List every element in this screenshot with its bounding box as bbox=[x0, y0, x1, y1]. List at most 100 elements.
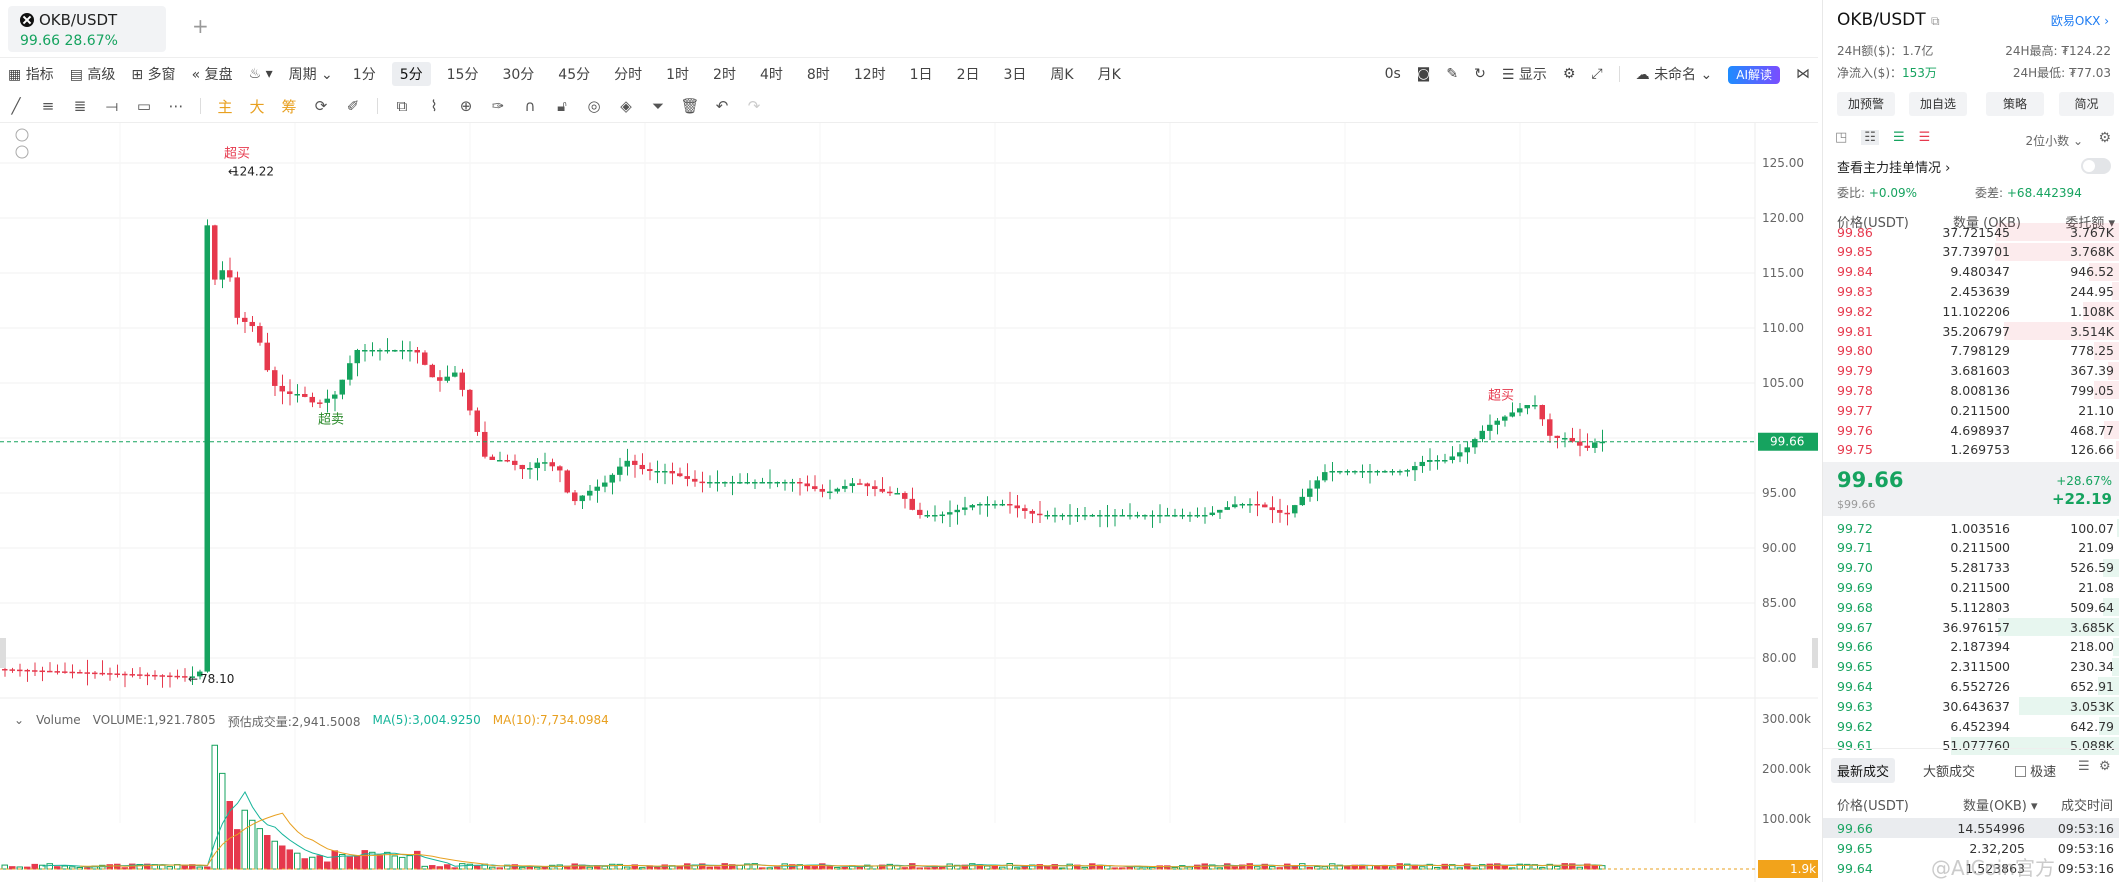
copy-icon[interactable]: ⧉ bbox=[396, 97, 408, 115]
highlighter-icon[interactable]: ✑ bbox=[491, 97, 505, 115]
ask-row[interactable]: 99.78 8.008136 799.05 bbox=[1823, 380, 2119, 400]
volume-collapse-icon[interactable]: ⌄ bbox=[14, 713, 25, 727]
ask-row[interactable]: 99.82 11.102206 1.108K bbox=[1823, 301, 2119, 321]
magnet-icon[interactable]: ∩ bbox=[524, 97, 536, 115]
main-toggle[interactable]: 主 bbox=[217, 97, 233, 116]
interval-10[interactable]: 12时 bbox=[853, 67, 886, 83]
channel-tool-icon[interactable]: ≣ bbox=[73, 97, 87, 115]
list-icon[interactable]: ☰ bbox=[2078, 759, 2090, 774]
trade-settings-icon[interactable]: ⚙ bbox=[2099, 759, 2111, 774]
interval-8[interactable]: 4时 bbox=[759, 67, 783, 83]
copy-icon[interactable]: ⧉ bbox=[1931, 14, 1940, 28]
filter-icon[interactable]: ⏷ bbox=[651, 97, 664, 115]
interval-4[interactable]: 45分 bbox=[558, 67, 591, 83]
bid-row[interactable]: 99.68 5.112803 509.64 bbox=[1823, 597, 2119, 617]
ray-tool-icon[interactable]: ⟞ bbox=[105, 97, 119, 115]
bid-row[interactable]: 99.72 1.003516 100.07 bbox=[1823, 518, 2119, 538]
ask-row[interactable]: 99.81 35.206797 3.514K bbox=[1823, 321, 2119, 341]
tab-latest-trades[interactable]: 最新成交 bbox=[1831, 758, 1896, 783]
view-asks-icon[interactable]: ☰ bbox=[1918, 130, 1931, 145]
fullscreen-icon[interactable]: ⤢ bbox=[1591, 66, 1603, 82]
brush-icon[interactable]: ✐ bbox=[346, 97, 360, 115]
ask-row[interactable]: 99.76 4.698937 468.77 bbox=[1823, 420, 2119, 440]
interval-14[interactable]: 周K bbox=[1050, 67, 1074, 83]
summary-button[interactable]: 简况 bbox=[2059, 92, 2114, 116]
layout-dropdown[interactable]: ☁ 未命名 ⌄ bbox=[1635, 67, 1713, 83]
line-tool-icon[interactable]: ╱ bbox=[11, 97, 21, 115]
bid-row[interactable]: 99.64 6.552726 652.91 bbox=[1823, 676, 2119, 696]
bid-row[interactable]: 99.62 6.452394 642.79 bbox=[1823, 716, 2119, 736]
visibility-icon[interactable]: ◎ bbox=[587, 97, 601, 115]
undo-icon[interactable]: ↶ bbox=[715, 97, 729, 115]
ask-row[interactable]: 99.77 0.211500 21.10 bbox=[1823, 400, 2119, 420]
share-icon[interactable]: ⋈ bbox=[1796, 66, 1810, 82]
advanced-button[interactable]: ▤ 高级 bbox=[69, 67, 116, 83]
depth-link[interactable]: 查看主力挂单情况 › bbox=[1837, 161, 1951, 176]
bid-row[interactable]: 99.63 30.643637 3.053K bbox=[1823, 696, 2119, 716]
view-both-icon[interactable]: ◳ bbox=[1835, 130, 1848, 145]
ai-interpret-button[interactable]: AI解读 bbox=[1720, 64, 1788, 85]
add-watchlist-button[interactable]: 加自选 bbox=[1909, 92, 1967, 116]
chart-area[interactable]: 125.00120.00115.00110.00105.00100.0095.0… bbox=[0, 122, 1818, 882]
fast-checkbox[interactable]: 极速 bbox=[2015, 761, 2056, 780]
interval-0[interactable]: 1分 bbox=[352, 67, 376, 83]
bid-row[interactable]: 99.71 0.211500 21.09 bbox=[1823, 538, 2119, 558]
camera-icon[interactable]: ◙ bbox=[1416, 66, 1431, 82]
chart-type-button[interactable]: ♨ ▾ bbox=[248, 66, 273, 82]
exchange-link[interactable]: 欧易OKX › bbox=[2050, 14, 2109, 28]
interval-2[interactable]: 15分 bbox=[446, 67, 479, 83]
big-toggle[interactable]: 大 bbox=[249, 97, 265, 116]
hline-tool-icon[interactable]: ≡ bbox=[41, 97, 55, 115]
ask-row[interactable]: 99.83 2.453639 244.95 bbox=[1823, 281, 2119, 301]
multi-window-button[interactable]: ⊞ 多窗 bbox=[131, 67, 176, 83]
interval-7[interactable]: 2时 bbox=[713, 67, 736, 83]
view-bids-icon[interactable]: ☰ bbox=[1892, 130, 1905, 145]
depth-toggle[interactable] bbox=[2081, 158, 2111, 174]
bid-row[interactable]: 99.66 2.187394 218.00 bbox=[1823, 637, 2119, 657]
ask-row[interactable]: 99.84 9.480347 946.52 bbox=[1823, 262, 2119, 282]
col-amount[interactable]: 委托额 ▾ bbox=[2065, 216, 2115, 231]
interval-1[interactable]: 5分 bbox=[391, 62, 431, 86]
interval-15[interactable]: 月K bbox=[1097, 67, 1121, 83]
strategy-button[interactable]: 策略 bbox=[1986, 92, 2044, 116]
interval-6[interactable]: 1时 bbox=[666, 67, 690, 83]
decimals-dropdown[interactable]: 2位小数 ⌄ bbox=[2025, 134, 2083, 148]
interval-3[interactable]: 30分 bbox=[502, 67, 535, 83]
pen-icon[interactable]: ✎ bbox=[1446, 66, 1459, 82]
bid-row[interactable]: 99.67 36.976157 3.685K bbox=[1823, 617, 2119, 637]
lock-icon[interactable]: 🔓︎ bbox=[557, 97, 567, 115]
interval-13[interactable]: 3日 bbox=[1003, 67, 1027, 83]
interval-9[interactable]: 8时 bbox=[806, 67, 830, 83]
add-alert-button[interactable]: 加预警 bbox=[1837, 92, 1895, 116]
interval-5[interactable]: 分时 bbox=[614, 67, 643, 83]
ruler-icon[interactable]: ⌇ bbox=[430, 97, 438, 115]
interval-11[interactable]: 1日 bbox=[909, 67, 933, 83]
tab-okb-usdt[interactable]: OKB/USDT 99.66 28.67% bbox=[8, 6, 166, 52]
bid-row[interactable]: 99.65 2.311500 230.34 bbox=[1823, 657, 2119, 677]
display-button[interactable]: ☰ 显示 bbox=[1501, 67, 1547, 83]
more-tool-icon[interactable]: ⋯ bbox=[168, 97, 184, 115]
add-tab-button[interactable]: + bbox=[192, 14, 209, 38]
indicators-button[interactable]: ▦ 指标 bbox=[8, 67, 54, 83]
tab-large-trades[interactable]: 大额成交 bbox=[1923, 765, 1976, 780]
ask-row[interactable]: 99.80 7.798129 778.25 bbox=[1823, 341, 2119, 361]
ask-row[interactable]: 99.79 3.681603 367.39 bbox=[1823, 361, 2119, 381]
replay-button[interactable]: « 复盘 bbox=[191, 67, 233, 83]
trade-col-qty[interactable]: 数量(OKB) ▾ bbox=[1963, 799, 2038, 814]
ask-row[interactable]: 99.85 37.739701 3.768K bbox=[1823, 242, 2119, 262]
bid-row[interactable]: 99.70 5.281733 526.59 bbox=[1823, 558, 2119, 578]
settings-icon[interactable]: ⚙ bbox=[1562, 66, 1576, 82]
bid-row[interactable]: 99.69 0.211500 21.08 bbox=[1823, 577, 2119, 597]
trash-icon[interactable]: 🗑︎ bbox=[680, 97, 700, 115]
ask-row[interactable]: 99.86 37.721545 3.767K bbox=[1823, 222, 2119, 242]
orderbook-settings-icon[interactable]: ⚙ bbox=[2098, 130, 2111, 146]
zoom-icon[interactable]: ⊕ bbox=[459, 97, 473, 115]
view-split-icon[interactable]: ☷ bbox=[1861, 130, 1879, 145]
period-dropdown[interactable]: 周期 ⌄ bbox=[288, 67, 333, 83]
layers-icon[interactable]: ◈ bbox=[620, 97, 632, 115]
interval-12[interactable]: 2日 bbox=[956, 67, 980, 83]
rect-tool-icon[interactable]: ▭ bbox=[136, 97, 152, 115]
refresh-icon[interactable]: ↻ bbox=[1474, 66, 1486, 82]
redo-icon[interactable]: ↷ bbox=[747, 97, 761, 115]
bid-row[interactable]: 99.61 51.077760 5.088K bbox=[1823, 736, 2119, 756]
